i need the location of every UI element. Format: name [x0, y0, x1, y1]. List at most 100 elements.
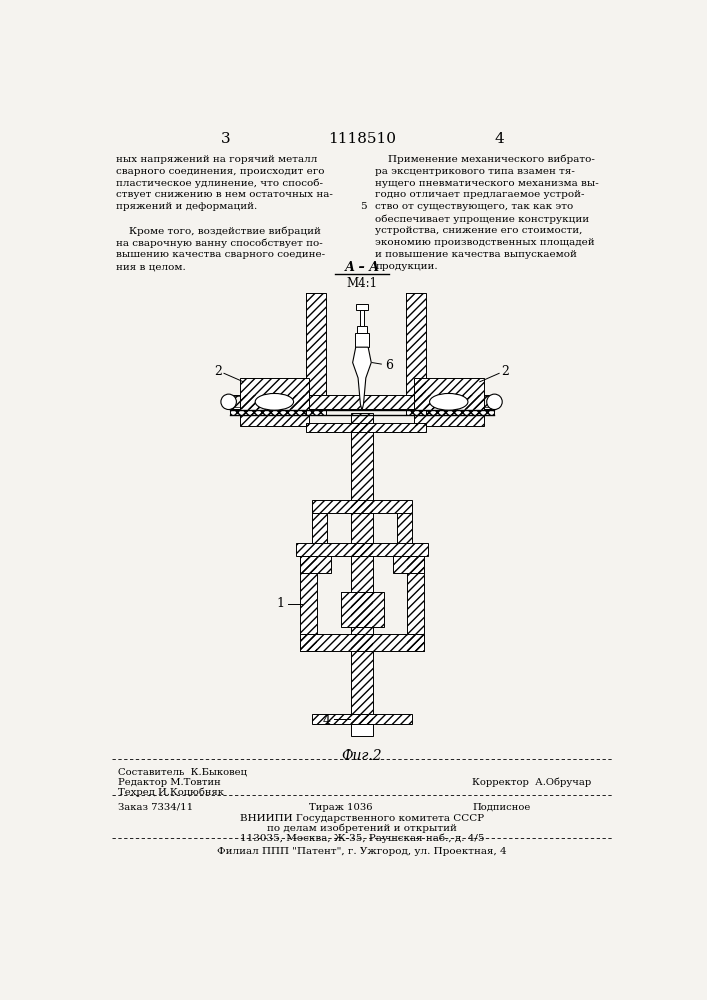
Text: 2: 2 [214, 365, 222, 378]
Text: устройства, снижение его стоимости,: устройства, снижение его стоимости, [375, 226, 583, 235]
Bar [240, 378, 309, 426]
Bar [356, 326, 368, 333]
Text: 113035, Москва, Ж-35, Раушская наб., д. 4/5: 113035, Москва, Ж-35, Раушская наб., д. … [240, 834, 484, 843]
Text: ра эксцентрикового типа взамен тя-: ра эксцентрикового типа взамен тя- [375, 167, 575, 176]
Bar [426, 410, 493, 415]
Text: ных напряжений на горячий металл: ных напряжений на горячий металл [115, 155, 317, 164]
Polygon shape [353, 347, 371, 410]
Text: ния в целом.: ния в целом. [115, 262, 185, 271]
Text: Техред И.Коцюбняк: Техред И.Коцюбняк [118, 788, 224, 797]
Bar [407, 556, 424, 651]
Bar [356, 304, 368, 310]
Bar [300, 634, 424, 651]
Text: Фиг.2: Фиг.2 [341, 749, 382, 763]
Text: по делам изобретений и открытий: по делам изобретений и открытий [267, 824, 457, 833]
Bar [360, 310, 364, 326]
Ellipse shape [255, 393, 293, 410]
Bar [351, 724, 373, 736]
Bar [414, 378, 484, 426]
Bar [312, 500, 412, 513]
Text: Филиал ППП "Патент", г. Ужгород, ул. Проектная, 4: Филиал ППП "Патент", г. Ужгород, ул. Про… [217, 847, 507, 856]
Bar [306, 423, 426, 432]
Bar [306, 410, 327, 415]
Text: Подписное: Подписное [472, 803, 530, 812]
Text: 5: 5 [360, 202, 367, 211]
Text: 6: 6 [385, 359, 393, 372]
Circle shape [221, 394, 236, 410]
Bar [312, 500, 412, 513]
Bar [414, 378, 484, 426]
Bar [355, 333, 369, 347]
Bar [300, 556, 331, 573]
Bar [341, 592, 384, 627]
Text: 4: 4 [494, 132, 504, 146]
Bar [397, 513, 412, 544]
Text: 3: 3 [221, 132, 230, 146]
Bar [306, 423, 426, 432]
Text: обеспечивает упрощение конструкции: обеспечивает упрощение конструкции [375, 214, 589, 224]
Bar [232, 396, 305, 407]
Text: ство от существующего, так как это: ство от существующего, так как это [375, 202, 573, 211]
Bar [407, 556, 424, 651]
Bar [300, 556, 331, 573]
Bar [312, 513, 327, 544]
Bar [393, 556, 424, 573]
Text: продукции.: продукции. [375, 262, 438, 271]
Bar [230, 395, 493, 409]
Bar [426, 410, 493, 415]
Text: 1118510: 1118510 [328, 132, 396, 146]
Text: Кроме того, воздействие вибраций: Кроме того, воздействие вибраций [115, 226, 320, 236]
Circle shape [486, 394, 502, 410]
Bar [397, 513, 412, 544]
Bar [351, 413, 373, 724]
Text: нущего пневматического механизма вы-: нущего пневматического механизма вы- [375, 179, 599, 188]
Text: на сварочную ванну способствует по-: на сварочную ванну способствует по- [115, 238, 322, 248]
Bar [406, 410, 426, 415]
Ellipse shape [430, 393, 468, 410]
Bar [300, 634, 424, 651]
Text: 2: 2 [501, 365, 509, 378]
Text: пряжений и деформаций.: пряжений и деформаций. [115, 202, 257, 211]
Text: сварного соединения, происходит его: сварного соединения, происходит его [115, 167, 324, 176]
Text: и повышение качества выпускаемой: и повышение качества выпускаемой [375, 250, 577, 259]
Bar [351, 413, 373, 724]
Bar [306, 293, 327, 397]
Text: Редактор М.Товтин: Редактор М.Товтин [118, 778, 221, 787]
Bar [312, 714, 412, 724]
Bar [230, 409, 239, 411]
Text: пластическое удлинение, что способ-: пластическое удлинение, что способ- [115, 179, 322, 188]
Bar [428, 396, 492, 407]
Bar [230, 395, 493, 409]
Text: Тираж 1036: Тираж 1036 [309, 803, 373, 812]
Bar [306, 293, 327, 397]
Text: экономию производственных площадей: экономию производственных площадей [375, 238, 595, 247]
Text: Применение механического вибрато-: Применение механического вибрато- [375, 155, 595, 164]
Bar [300, 556, 317, 651]
Text: ствует снижению в нем остаточных на-: ствует снижению в нем остаточных на- [115, 190, 332, 199]
Text: годно отличает предлагаемое устрой-: годно отличает предлагаемое устрой- [375, 190, 585, 199]
Text: 4: 4 [323, 714, 331, 727]
Bar [312, 714, 412, 724]
Bar [306, 410, 327, 415]
Text: 1: 1 [276, 597, 285, 610]
Text: Корректор  А.Обручар: Корректор А.Обручар [472, 778, 591, 787]
Bar [230, 410, 306, 415]
Bar [240, 378, 309, 426]
Bar [406, 293, 426, 397]
Bar [341, 592, 384, 627]
Bar [296, 544, 428, 556]
Bar [230, 410, 306, 415]
Bar [393, 556, 424, 573]
Text: вышению качества сварного соедине-: вышению качества сварного соедине- [115, 250, 325, 259]
Bar [296, 544, 428, 556]
Bar [406, 293, 426, 397]
Bar [484, 409, 493, 411]
Text: Заказ 7334/11: Заказ 7334/11 [118, 803, 193, 812]
Bar [300, 556, 317, 651]
Text: М4:1: М4:1 [346, 277, 378, 290]
Bar [312, 513, 327, 544]
Text: Составитель  К.Быковец: Составитель К.Быковец [118, 768, 247, 777]
Bar [406, 410, 426, 415]
Text: А – А: А – А [344, 261, 380, 274]
Text: ВНИИПИ Государственного комитета СССР: ВНИИПИ Государственного комитета СССР [240, 814, 484, 823]
